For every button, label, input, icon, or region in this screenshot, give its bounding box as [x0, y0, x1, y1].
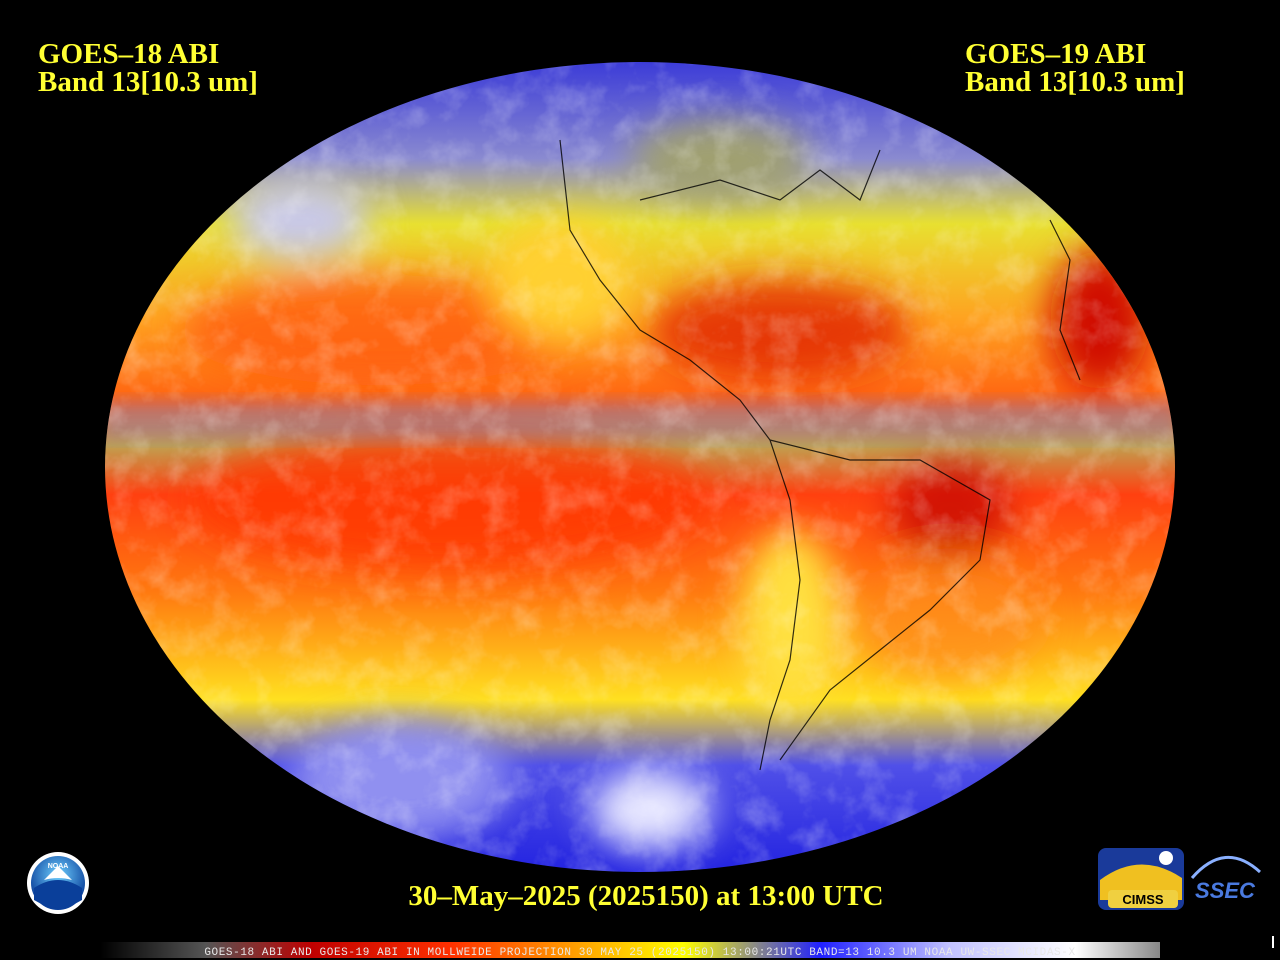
- noaa-logo: NOAA: [27, 852, 89, 914]
- cimss-label: CIMSS: [1122, 892, 1164, 907]
- corner-mark: [1272, 936, 1274, 948]
- ssec-label: SSEC: [1195, 878, 1256, 903]
- header-left-line1: GOES–18 ABI: [38, 38, 219, 70]
- color-bar: [100, 942, 1160, 958]
- noaa-wave: [34, 880, 82, 908]
- ssec-arc: [1190, 856, 1262, 879]
- cimss-tower: [1159, 851, 1173, 865]
- header-right-line2: Band 13[10.3 um]: [965, 66, 1185, 98]
- cimss-logo: CIMSS: [1098, 848, 1184, 910]
- cimss-tag: [1108, 890, 1178, 908]
- footer-text: GOES-18 ABI AND GOES-19 ABI IN MOLLWEIDE…: [204, 947, 1075, 959]
- header-left-line2: Band 13[10.3 um]: [38, 66, 258, 98]
- caption: 30–May–2025 (2025150) at 13:00 UTC: [408, 880, 883, 912]
- ssec-logo: SSEC: [1190, 856, 1262, 903]
- noaa-label: NOAA: [48, 863, 69, 870]
- noaa-gull: [44, 866, 72, 880]
- satellite-image: [105, 62, 1175, 872]
- header-right-line1: GOES–19 ABI: [965, 38, 1146, 70]
